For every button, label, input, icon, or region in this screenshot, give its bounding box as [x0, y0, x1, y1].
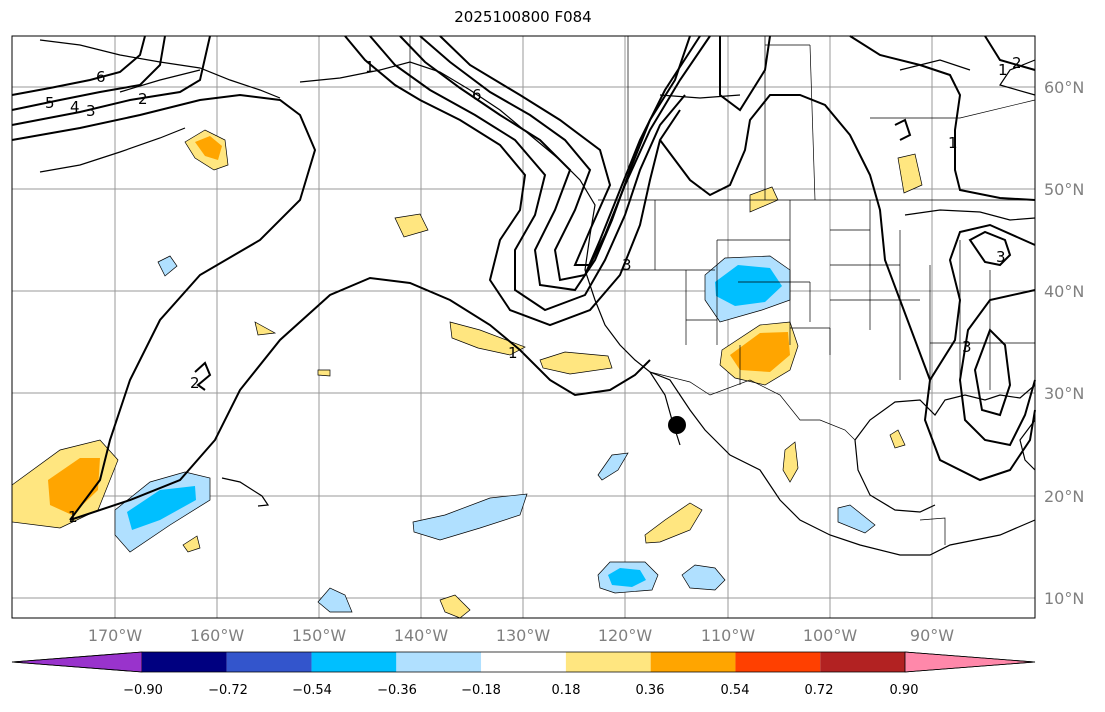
lon-label: 160°W	[189, 626, 245, 645]
contour-label-group: 5 4 3 2 6 1 1 2 1 6 3 1 1 2 3 3	[45, 54, 1022, 526]
shaded-anomalies	[11, 129, 923, 619]
lat-label: 50°N	[1044, 180, 1085, 199]
lat-label: 40°N	[1044, 282, 1085, 301]
colorbar-segment	[142, 652, 227, 672]
contour-lines	[11, 35, 1036, 521]
contour-label: 1	[365, 58, 375, 76]
colorbar-tick-label: −0.18	[461, 683, 501, 698]
colorbar-segment	[650, 652, 736, 672]
contour-label: 6	[96, 68, 106, 86]
colorbar-extend-low	[11, 651, 143, 673]
colorbar-segment	[565, 652, 651, 672]
storm-marker-dot	[668, 416, 686, 434]
contour-label: 3	[962, 338, 972, 356]
lon-label: 110°W	[700, 626, 756, 645]
colorbar-segment	[226, 652, 312, 672]
contour-label: 5	[45, 94, 55, 112]
lat-label: 10°N	[1044, 589, 1085, 608]
colorbar-tick-label: 0.72	[804, 683, 834, 698]
contour-label: 1	[998, 61, 1008, 79]
colorbar-tick-label: −0.72	[208, 683, 248, 698]
contour-label: 3	[86, 102, 96, 120]
lat-label: 60°N	[1044, 78, 1085, 97]
lon-label: 120°W	[597, 626, 653, 645]
contour-label: 6	[472, 86, 482, 104]
colorbar-tick-label: 0.90	[889, 683, 919, 698]
colorbar-outline	[11, 651, 1036, 673]
map-frame	[11, 35, 1036, 619]
colorbar-tick-label: −0.90	[123, 683, 163, 698]
contour-label: 1	[508, 344, 518, 362]
lon-label: 140°W	[393, 626, 449, 645]
contour-label: 3	[622, 256, 632, 274]
contour-label: 2	[138, 90, 148, 108]
coastlines	[39, 39, 1036, 556]
colorbar-tick-label: −0.36	[377, 683, 417, 698]
lat-label: 30°N	[1044, 384, 1085, 403]
colorbar-segment	[735, 652, 821, 672]
colorbar-tick-label: 0.18	[551, 683, 581, 698]
gridlines	[12, 36, 1035, 618]
colorbar-segment	[481, 652, 566, 672]
colorbar-extend-high	[904, 651, 1036, 673]
lon-label: 170°W	[87, 626, 143, 645]
colorbar-segment	[820, 652, 905, 672]
contour-label: 1	[948, 134, 958, 152]
lon-label: 90°W	[909, 626, 955, 645]
political-borders	[409, 36, 1036, 545]
contour-label: 4	[70, 98, 80, 116]
colorbar-tick-label: 0.54	[720, 683, 750, 698]
contour-label: 2	[1012, 54, 1022, 72]
lat-label: 20°N	[1044, 487, 1085, 506]
colorbar-segment	[311, 652, 397, 672]
colorbar-tick-label: −0.54	[292, 683, 332, 698]
colorbar-segment	[396, 652, 482, 672]
map-title: 2025100800 F084	[454, 8, 592, 26]
colorbar	[11, 651, 1036, 673]
contour-label: 3	[996, 248, 1006, 266]
lon-label: 130°W	[495, 626, 551, 645]
colorbar-tick-label: 0.36	[635, 683, 665, 698]
contour-label: 2	[190, 374, 200, 392]
contour-label: 1	[68, 508, 78, 526]
lon-label: 100°W	[802, 626, 858, 645]
lon-label: 150°W	[291, 626, 347, 645]
